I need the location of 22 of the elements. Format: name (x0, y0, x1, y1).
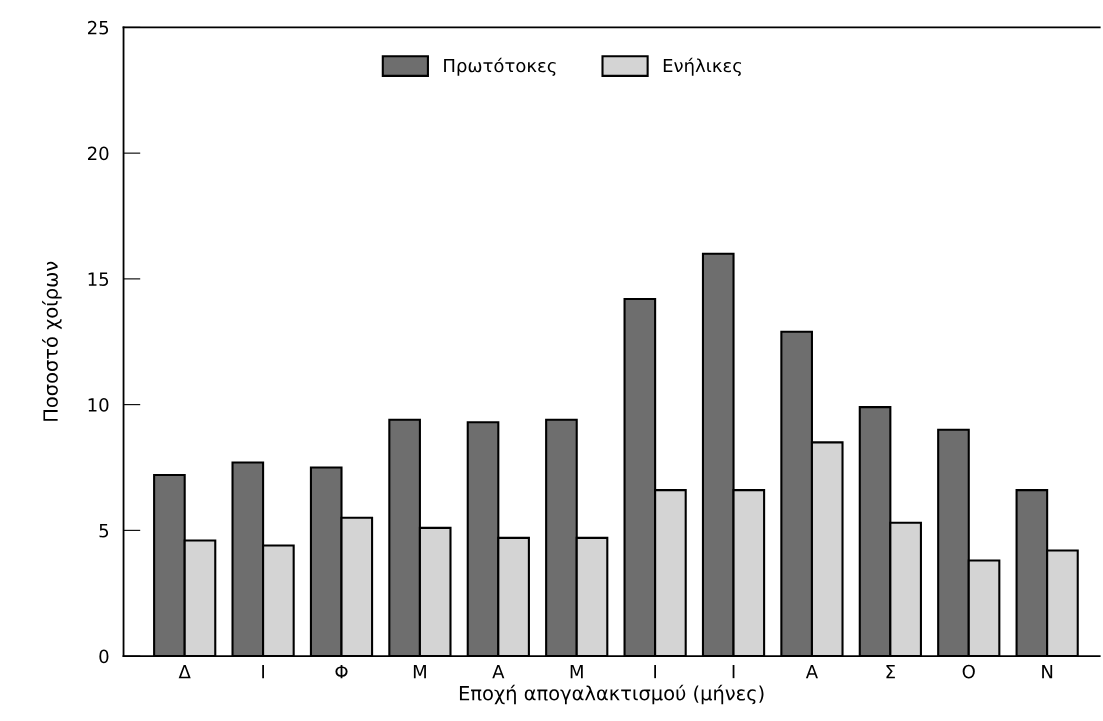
legend-label: Ενήλικες (663, 57, 742, 76)
x-tick-label: Ο (962, 664, 975, 679)
x-tick-label: Ι (654, 665, 657, 679)
x-tick-label: Α (805, 665, 818, 679)
x-axis-title: Εποχή απογαλακτισμού (μήνες) (459, 684, 764, 705)
y-tick-label: 10 (88, 398, 109, 412)
y-tick-label: 0 (99, 649, 109, 664)
y-tick-label: 15 (88, 272, 109, 286)
x-tick-label: Ι (732, 665, 735, 679)
x-tick-label: Ν (1042, 665, 1053, 679)
y-tick-label: 5 (99, 524, 109, 538)
x-tick-label: Μ (570, 665, 583, 679)
x-tick-label: Σ (886, 665, 895, 679)
y-tick-label: 25 (87, 20, 109, 35)
x-tick-label: Φ (335, 665, 348, 679)
legend-label: Πρωτότοκες (444, 57, 556, 76)
y-tick-label: 20 (87, 146, 109, 161)
x-tick-label: Μ (413, 665, 426, 679)
y-axis-title: Ποσοστό χοίρων (42, 261, 62, 421)
x-tick-label: Δ (178, 665, 191, 679)
x-tick-label: Α (492, 665, 505, 679)
x-tick-label: Ι (262, 665, 264, 679)
